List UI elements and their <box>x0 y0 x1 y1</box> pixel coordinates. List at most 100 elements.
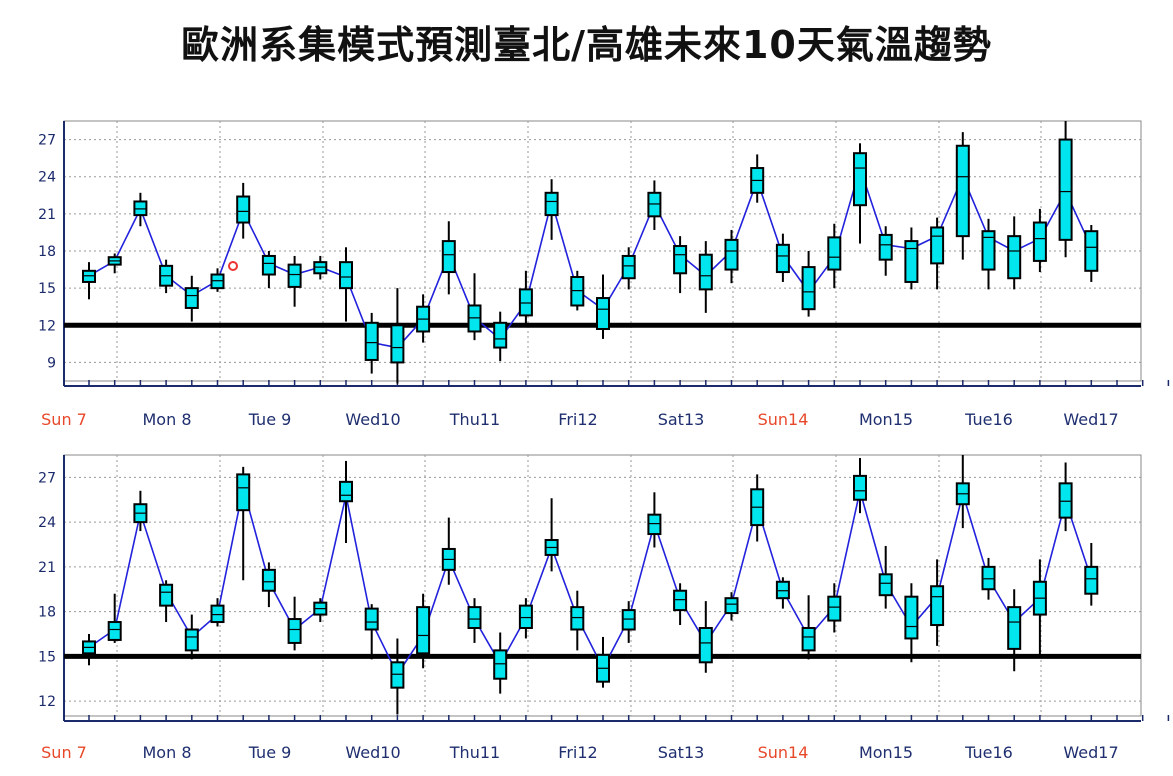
box-mark <box>493 311 508 362</box>
day-label: Mon 8 <box>143 743 192 762</box>
box-mark <box>339 247 353 322</box>
box-mark <box>698 601 713 673</box>
box-mark <box>981 218 996 290</box>
box-mark <box>313 598 328 623</box>
box-mark <box>518 270 533 326</box>
box-mark <box>750 474 765 542</box>
box-mark <box>261 251 276 289</box>
day-label: Thu11 <box>449 410 500 429</box>
iqr-box <box>955 144 970 238</box>
day-label: Wed10 <box>345 410 400 429</box>
box-mark <box>621 247 636 290</box>
box-mark <box>1058 121 1073 258</box>
box-mark <box>133 490 148 532</box>
box-mark <box>133 192 148 227</box>
box-mark <box>827 223 842 289</box>
box-mark <box>313 255 328 280</box>
box-mark <box>1032 559 1047 655</box>
box-mark <box>364 604 379 660</box>
y-tick-label: 27 <box>38 133 56 149</box>
day-label: Sun14 <box>758 410 809 429</box>
iqr-box <box>775 243 790 274</box>
iqr-box <box>493 649 508 680</box>
chart-title: 歐洲系集模式預測臺北/高雄未來10天氣溫趨勢 <box>181 23 992 67</box>
iqr-box <box>621 254 636 280</box>
box-mark <box>390 638 405 715</box>
iqr-box <box>1032 221 1047 262</box>
box-mark <box>493 632 508 694</box>
day-label: Mon15 <box>859 410 913 429</box>
day-label: Sun 7 <box>41 743 87 762</box>
box-mark <box>390 288 405 384</box>
box-mark <box>904 583 919 663</box>
iqr-box <box>596 297 610 330</box>
iqr-box <box>698 253 713 291</box>
mean-line <box>88 165 1093 349</box>
iqr-box <box>647 191 662 218</box>
iqr-box <box>930 585 945 627</box>
iqr-box <box>261 568 276 592</box>
day-label: Tue16 <box>964 743 1013 762</box>
box-mark <box>904 227 919 290</box>
box-mark <box>647 492 662 548</box>
box-mark <box>878 545 893 609</box>
box-mark <box>1084 542 1099 606</box>
box-mark <box>364 312 379 374</box>
box-mark <box>981 557 996 600</box>
box-mark <box>261 562 276 608</box>
day-label: Sun14 <box>758 743 809 762</box>
iqr-box <box>261 254 276 276</box>
box-mark <box>878 226 893 276</box>
box-mark <box>441 517 456 585</box>
iqr-box <box>493 321 508 349</box>
box-mark <box>184 614 199 660</box>
box-mark <box>107 593 122 643</box>
iqr-box <box>287 618 302 644</box>
iqr-box <box>673 589 688 612</box>
box-mark <box>596 274 610 339</box>
y-tick-label: 24 <box>38 515 56 531</box>
iqr-box <box>1058 138 1073 241</box>
box-mark <box>236 466 251 581</box>
iqr-box <box>82 269 96 283</box>
day-label: Fri12 <box>558 410 597 429</box>
box-mark <box>236 182 251 239</box>
box-mark <box>467 273 482 341</box>
day-label: Tue 9 <box>248 743 292 762</box>
box-mark <box>750 154 765 203</box>
box-mark <box>287 596 302 651</box>
iqr-box <box>287 263 302 288</box>
box-mark <box>82 262 96 300</box>
box-mark <box>853 143 867 244</box>
day-label: Tue 9 <box>248 410 292 429</box>
box-mark <box>82 633 96 666</box>
box-mark <box>467 598 482 643</box>
iqr-box <box>544 191 559 217</box>
iqr-box <box>904 240 919 283</box>
iqr-box <box>236 195 251 224</box>
box-mark <box>1084 225 1099 282</box>
iqr-box <box>364 607 379 631</box>
box-mark <box>673 583 688 626</box>
box-mark <box>775 577 790 609</box>
box-mark <box>1007 589 1022 672</box>
box-mark <box>801 595 816 660</box>
day-label: Sat13 <box>658 410 705 429</box>
cursor-marker-icon <box>228 261 238 271</box>
iqr-box <box>339 480 353 503</box>
box-mark <box>210 598 225 627</box>
y-tick-label: 24 <box>38 170 56 186</box>
day-label: Tue16 <box>964 410 1013 429</box>
box-mark <box>930 559 945 646</box>
day-label: Sun 7 <box>41 410 87 429</box>
y-tick-label: 27 <box>38 470 56 486</box>
box-mark <box>621 601 636 643</box>
y-tick-label: 21 <box>38 560 56 576</box>
box-mark <box>570 590 585 651</box>
y-tick-label: 15 <box>38 649 56 665</box>
iqr-box <box>570 276 585 307</box>
y-tick-label: 12 <box>38 318 56 334</box>
iqr-box <box>184 628 199 652</box>
iqr-box <box>518 288 533 317</box>
